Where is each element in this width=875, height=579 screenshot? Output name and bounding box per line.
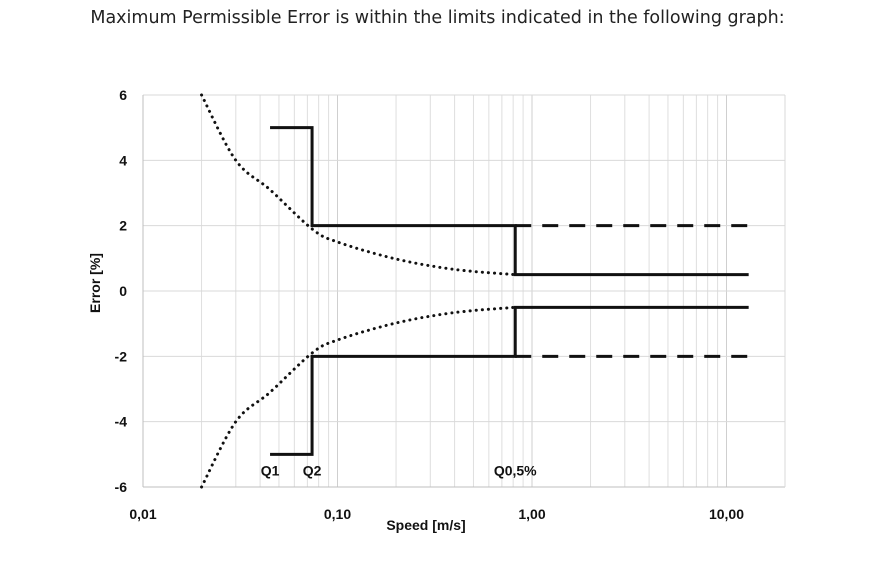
chart-caption: Maximum Permissible Error is within the … (90, 8, 785, 28)
series-line-solid-0 (270, 126, 749, 277)
annotation-label: Q0,5% (494, 463, 537, 479)
y-tick-label: 6 (119, 87, 127, 103)
y-tick-label: 2 (119, 218, 127, 234)
y-tick-label: -4 (115, 414, 128, 430)
series-line-dotted-4 (200, 93, 517, 277)
y-tick-label: -2 (115, 348, 128, 364)
axes (142, 95, 786, 488)
x-tick-label: 0,10 (324, 506, 351, 522)
grid (142, 94, 785, 488)
x-axis-label: Speed [m/s] (386, 517, 465, 533)
annotation-label: Q1 (261, 463, 280, 479)
series-lines (200, 93, 749, 489)
y-axis-label: Error [%] (87, 253, 103, 313)
x-tick-label: 1,00 (518, 506, 545, 522)
annotation-label: Q2 (303, 463, 322, 479)
x-tick-label: 10,00 (709, 506, 744, 522)
labels: 6 4 2 0 -2 -4 -60,01 0,10 1,00 10,00 Q1 Q2 Q0,5% (115, 87, 745, 522)
y-tick-label: 4 (119, 152, 127, 168)
series-line-dotted-5 (200, 305, 517, 489)
series-line-solid-1 (270, 305, 749, 456)
x-tick-label: 0,01 (129, 506, 156, 522)
y-tick-label: 0 (119, 283, 127, 299)
y-tick-label: -6 (115, 479, 128, 495)
